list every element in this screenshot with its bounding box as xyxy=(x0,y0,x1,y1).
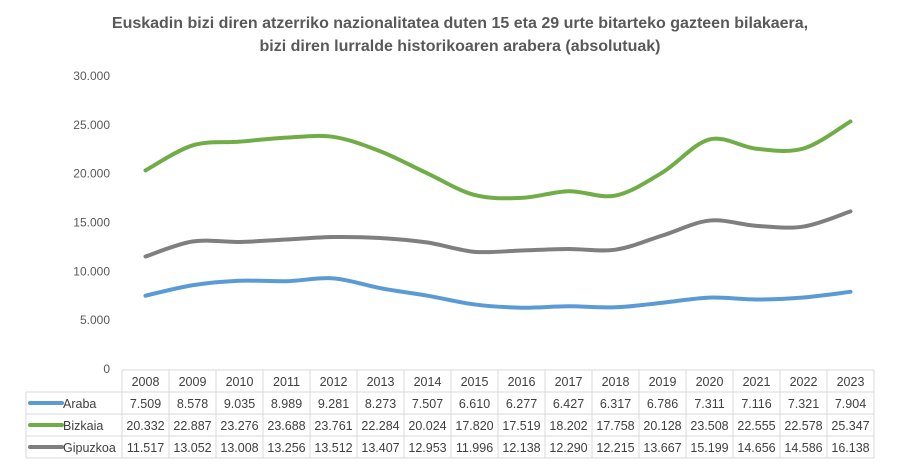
data-label: 9.281 xyxy=(318,397,349,411)
data-label: 17.820 xyxy=(455,419,493,433)
legend-label: Araba xyxy=(63,397,96,411)
y-tick-label: 15.000 xyxy=(73,216,110,230)
data-label: 20.024 xyxy=(408,419,446,433)
data-label: 12.953 xyxy=(408,441,446,455)
y-tick-label: 5.000 xyxy=(80,313,110,327)
data-label: 6.786 xyxy=(647,397,678,411)
data-label: 13.407 xyxy=(361,441,399,455)
data-label: 14.656 xyxy=(737,441,775,455)
y-tick-label: 0 xyxy=(103,362,110,376)
y-tick-label: 30.000 xyxy=(73,69,110,83)
data-label: 16.138 xyxy=(831,441,869,455)
x-tick-label: 2013 xyxy=(367,375,395,389)
data-label: 13.052 xyxy=(173,441,211,455)
data-label: 13.256 xyxy=(267,441,305,455)
data-label: 13.512 xyxy=(314,441,352,455)
data-label: 8.989 xyxy=(271,397,302,411)
x-tick-label: 2015 xyxy=(461,375,489,389)
data-label: 11.996 xyxy=(456,441,493,455)
data-label: 6.317 xyxy=(600,397,631,411)
x-tick-label: 2008 xyxy=(132,375,160,389)
x-tick-label: 2012 xyxy=(320,375,348,389)
x-tick-label: 2014 xyxy=(414,375,442,389)
data-label: 6.427 xyxy=(553,397,584,411)
data-label: 7.321 xyxy=(788,397,819,411)
data-label: 6.277 xyxy=(506,397,537,411)
x-tick-label: 2021 xyxy=(743,375,771,389)
data-label: 17.758 xyxy=(596,419,634,433)
data-label: 8.578 xyxy=(177,397,208,411)
data-label: 22.578 xyxy=(784,419,822,433)
data-label: 6.610 xyxy=(459,397,490,411)
data-label: 25.347 xyxy=(831,419,869,433)
legend-label: Gipuzkoa xyxy=(63,441,116,455)
data-label: 23.508 xyxy=(690,419,728,433)
y-tick-label: 20.000 xyxy=(73,167,110,181)
x-tick-label: 2019 xyxy=(649,375,677,389)
data-label: 22.555 xyxy=(737,419,775,433)
x-tick-label: 2020 xyxy=(696,375,724,389)
data-label: 20.128 xyxy=(643,419,681,433)
data-label: 13.008 xyxy=(220,441,258,455)
data-label: 8.273 xyxy=(365,397,396,411)
data-label: 7.509 xyxy=(130,397,161,411)
data-label: 7.116 xyxy=(741,397,771,411)
x-tick-label: 2016 xyxy=(508,375,536,389)
data-label: 12.290 xyxy=(549,441,587,455)
data-label: 18.202 xyxy=(549,419,587,433)
data-label: 23.688 xyxy=(267,419,305,433)
y-tick-label: 10.000 xyxy=(73,264,110,278)
data-label: 20.332 xyxy=(126,419,164,433)
data-label: 7.507 xyxy=(412,397,443,411)
x-tick-label: 2011 xyxy=(273,375,300,389)
data-label: 12.215 xyxy=(596,441,634,455)
data-label: 14.586 xyxy=(784,441,822,455)
x-tick-label: 2023 xyxy=(837,375,865,389)
series-line-gipuzkoa xyxy=(143,209,853,259)
x-tick-label: 2022 xyxy=(790,375,818,389)
data-label: 7.311 xyxy=(694,397,724,411)
x-tick-label: 2009 xyxy=(179,375,207,389)
x-tick-label: 2010 xyxy=(226,375,254,389)
chart-title: Euskadin bizi diren atzerriko nazionalit… xyxy=(111,15,809,55)
data-label: 7.904 xyxy=(835,397,866,411)
data-label: 23.276 xyxy=(220,419,258,433)
series-line-araba xyxy=(143,276,853,310)
data-label: 15.199 xyxy=(690,441,728,455)
series-line-bizkaia xyxy=(143,119,853,201)
data-label: 9.035 xyxy=(224,397,255,411)
data-label: 23.761 xyxy=(314,419,352,433)
y-tick-label: 25.000 xyxy=(73,118,110,132)
data-label: 12.138 xyxy=(502,441,540,455)
data-label: 13.667 xyxy=(643,441,681,455)
data-label: 11.517 xyxy=(127,441,164,455)
data-label: 22.284 xyxy=(361,419,399,433)
data-label: 17.519 xyxy=(502,419,540,433)
data-label: 22.887 xyxy=(173,419,211,433)
x-tick-label: 2018 xyxy=(602,375,630,389)
x-tick-label: 2017 xyxy=(555,375,583,389)
legend-label: Bizkaia xyxy=(63,419,103,433)
